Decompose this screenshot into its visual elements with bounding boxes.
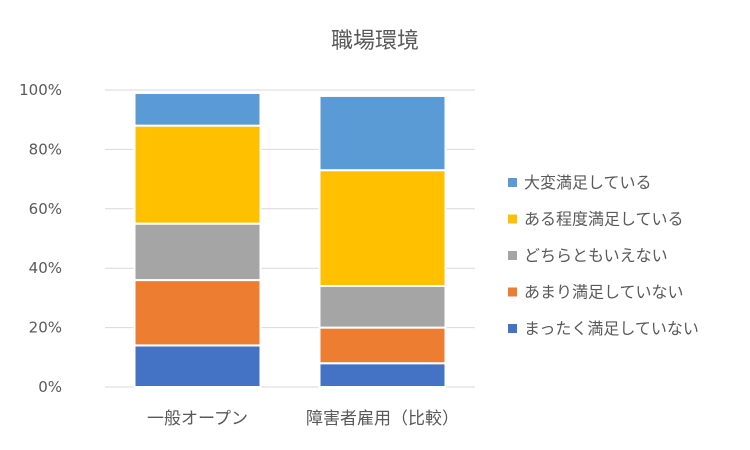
- y-tick-label: 0%: [38, 378, 62, 396]
- legend-label: ある程度満足している: [524, 210, 684, 229]
- y-tick-label: 100%: [19, 81, 62, 99]
- bar-segment: [133, 124, 262, 225]
- bar-segment: [133, 91, 262, 127]
- legend-label: 大変満足している: [524, 173, 652, 192]
- legend-label: まったく満足していない: [524, 319, 699, 338]
- y-tick-label: 60%: [29, 200, 62, 218]
- bars: [133, 91, 447, 389]
- bar-segment: [318, 94, 447, 172]
- legend-swatch: [508, 287, 517, 297]
- y-tick-label: 20%: [29, 319, 62, 337]
- legend-swatch: [508, 324, 517, 333]
- legend: 大変満足しているある程度満足しているどちらともいえないあまり満足していないまった…: [508, 173, 699, 338]
- x-tick-label: 一般オープン: [147, 409, 248, 429]
- legend-swatch: [508, 251, 517, 260]
- bar-segment: [318, 285, 447, 329]
- x-axis-labels: 一般オープン 障害者雇用（比較）: [147, 409, 459, 429]
- y-axis-ticks: 0% 20% 40% 60% 80% 100%: [19, 81, 62, 396]
- bar-segment: [133, 279, 262, 347]
- legend-swatch: [508, 178, 517, 187]
- chart-title: 職場環境: [331, 29, 419, 54]
- bar-segment: [318, 169, 447, 288]
- legend-swatch: [508, 214, 517, 224]
- y-tick-label: 40%: [29, 259, 62, 277]
- legend-label: どちらともいえない: [524, 246, 668, 265]
- y-tick-label: 80%: [29, 140, 62, 158]
- legend-label: あまり満足していない: [524, 283, 684, 302]
- bar-segment: [133, 222, 262, 282]
- bar-segment: [318, 326, 447, 365]
- x-tick-label: 障害者雇用（比較）: [306, 409, 459, 429]
- bar-segment: [318, 362, 447, 388]
- bar-segment: [133, 344, 262, 389]
